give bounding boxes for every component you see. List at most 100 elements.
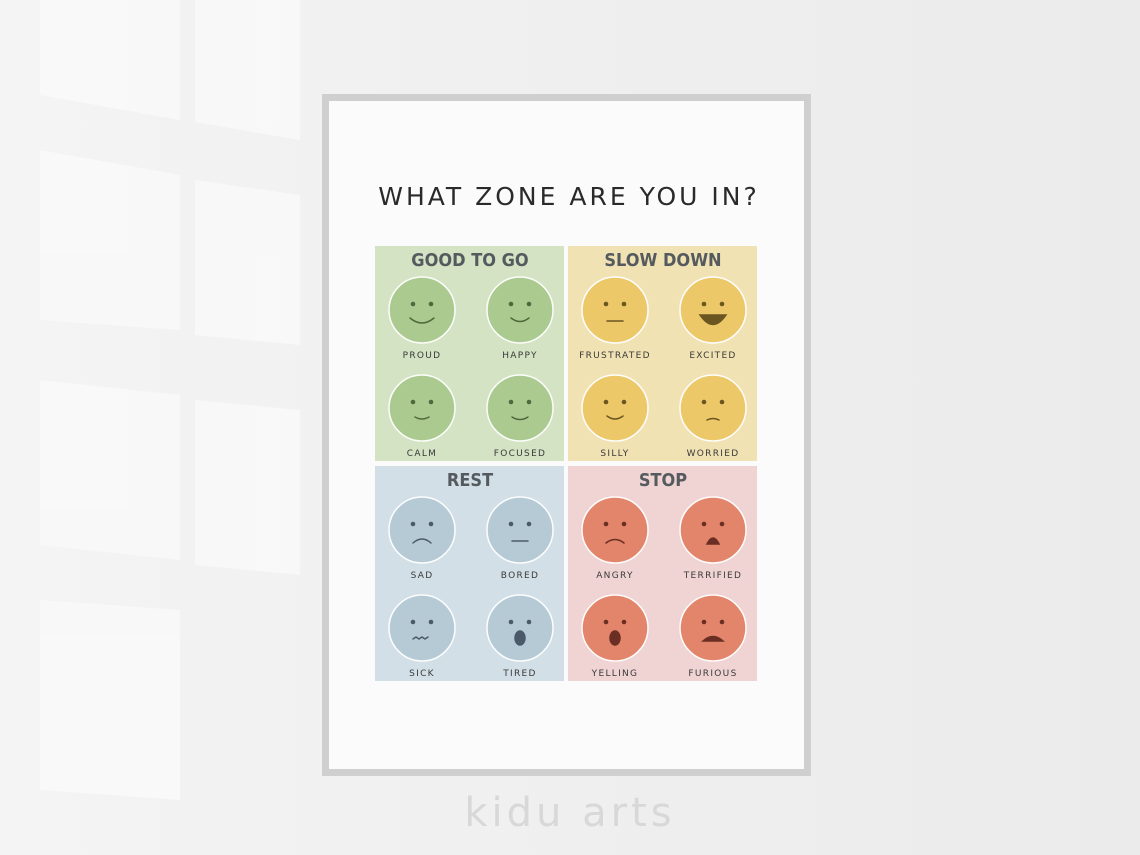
eye: [410, 619, 416, 625]
emotion-label: HAPPY: [502, 351, 538, 361]
zone-title: REST: [447, 470, 493, 491]
mouth: [511, 416, 529, 421]
face: [486, 276, 554, 344]
face: [581, 374, 649, 442]
face: [486, 374, 554, 442]
eye: [410, 521, 416, 527]
face: [388, 496, 456, 564]
eye: [701, 619, 707, 625]
face-circle: [486, 496, 554, 564]
face: [581, 594, 649, 662]
emotion-label: EXCITED: [689, 351, 736, 361]
emotion-label: SICK: [409, 669, 435, 679]
eye: [701, 521, 707, 527]
emotion-label: SILLY: [600, 449, 629, 459]
emotion-label: WORRIED: [687, 449, 740, 459]
eye: [410, 301, 416, 307]
zone: SLOW DOWN FRUSTRATED EXCITED SILLY WORRIED: [568, 246, 757, 461]
face: [581, 496, 649, 564]
face: [486, 496, 554, 564]
zone: REST SAD BORED SICK TIRED: [375, 466, 564, 681]
eye: [603, 301, 609, 307]
mouth: [409, 317, 435, 324]
emotion-label: BORED: [501, 571, 539, 581]
face-circle: [581, 496, 649, 564]
emotion-label: ANGRY: [596, 571, 634, 581]
eye: [603, 619, 609, 625]
face-circle: [581, 594, 649, 662]
face: [388, 594, 456, 662]
emotion-label: TIRED: [502, 669, 537, 679]
zone-title: GOOD TO GO: [411, 250, 528, 271]
eye: [508, 619, 514, 625]
zone: GOOD TO GO PROUD HAPPY CALM FOCUSED: [375, 246, 564, 461]
eye: [621, 301, 627, 307]
face: [388, 374, 456, 442]
face-circle: [388, 496, 456, 564]
face: [679, 594, 747, 662]
eye: [701, 301, 707, 307]
eye: [428, 619, 434, 625]
emotion-label: FOCUSED: [494, 449, 547, 459]
eye: [603, 399, 609, 405]
watermark: kidu arts: [464, 790, 675, 836]
face-circle: [581, 374, 649, 442]
eye: [719, 521, 725, 527]
eye: [428, 301, 434, 307]
face: [679, 276, 747, 344]
poster-title: WHAT ZONE ARE YOU IN?: [378, 182, 760, 211]
face-circle: [388, 374, 456, 442]
eye: [508, 399, 514, 405]
eye: [621, 399, 627, 405]
eye: [719, 301, 725, 307]
emotion-label: SAD: [411, 571, 434, 581]
face-circle: [679, 276, 747, 344]
mouth: [412, 636, 429, 640]
eye: [603, 521, 609, 527]
face-circle: [486, 594, 554, 662]
mouth: [510, 317, 530, 323]
eye: [428, 521, 434, 527]
zones: GOOD TO GO PROUD HAPPY CALM FOCUSED SLOW DOWN…: [375, 246, 757, 681]
face-circle: [679, 374, 747, 442]
mouth: [414, 416, 430, 420]
eye: [526, 619, 532, 625]
face-circle: [679, 594, 747, 662]
eye: [410, 399, 416, 405]
emotion-label: FRUSTRATED: [579, 351, 651, 361]
eye: [621, 619, 627, 625]
emotion-label: FURIOUS: [688, 669, 737, 679]
eye: [526, 301, 532, 307]
mouth: [609, 630, 621, 646]
face-circle: [486, 374, 554, 442]
eye: [719, 399, 725, 405]
mouth: [706, 417, 720, 421]
face: [486, 594, 554, 662]
face-circle: [388, 594, 456, 662]
face: [581, 276, 649, 344]
mouth: [701, 635, 725, 642]
eye: [508, 521, 514, 527]
eye: [526, 521, 532, 527]
mouth: [698, 314, 728, 326]
face-circle: [388, 276, 456, 344]
zone-title: SLOW DOWN: [604, 250, 721, 271]
eye: [508, 301, 514, 307]
zone-title: STOP: [639, 470, 687, 491]
mouth: [606, 415, 624, 420]
eye: [621, 521, 627, 527]
emotion-label: YELLING: [591, 669, 639, 679]
face-circle: [679, 496, 747, 564]
face: [679, 374, 747, 442]
emotion-label: PROUD: [403, 351, 442, 361]
eye: [526, 399, 532, 405]
mouth: [605, 538, 625, 544]
face-circle: [581, 276, 649, 344]
face-circle: [486, 276, 554, 344]
mouth: [514, 630, 526, 646]
emotion-label: CALM: [407, 449, 437, 459]
eye: [428, 399, 434, 405]
emotion-label: TERRIFIED: [683, 571, 743, 581]
mouth: [705, 537, 721, 545]
